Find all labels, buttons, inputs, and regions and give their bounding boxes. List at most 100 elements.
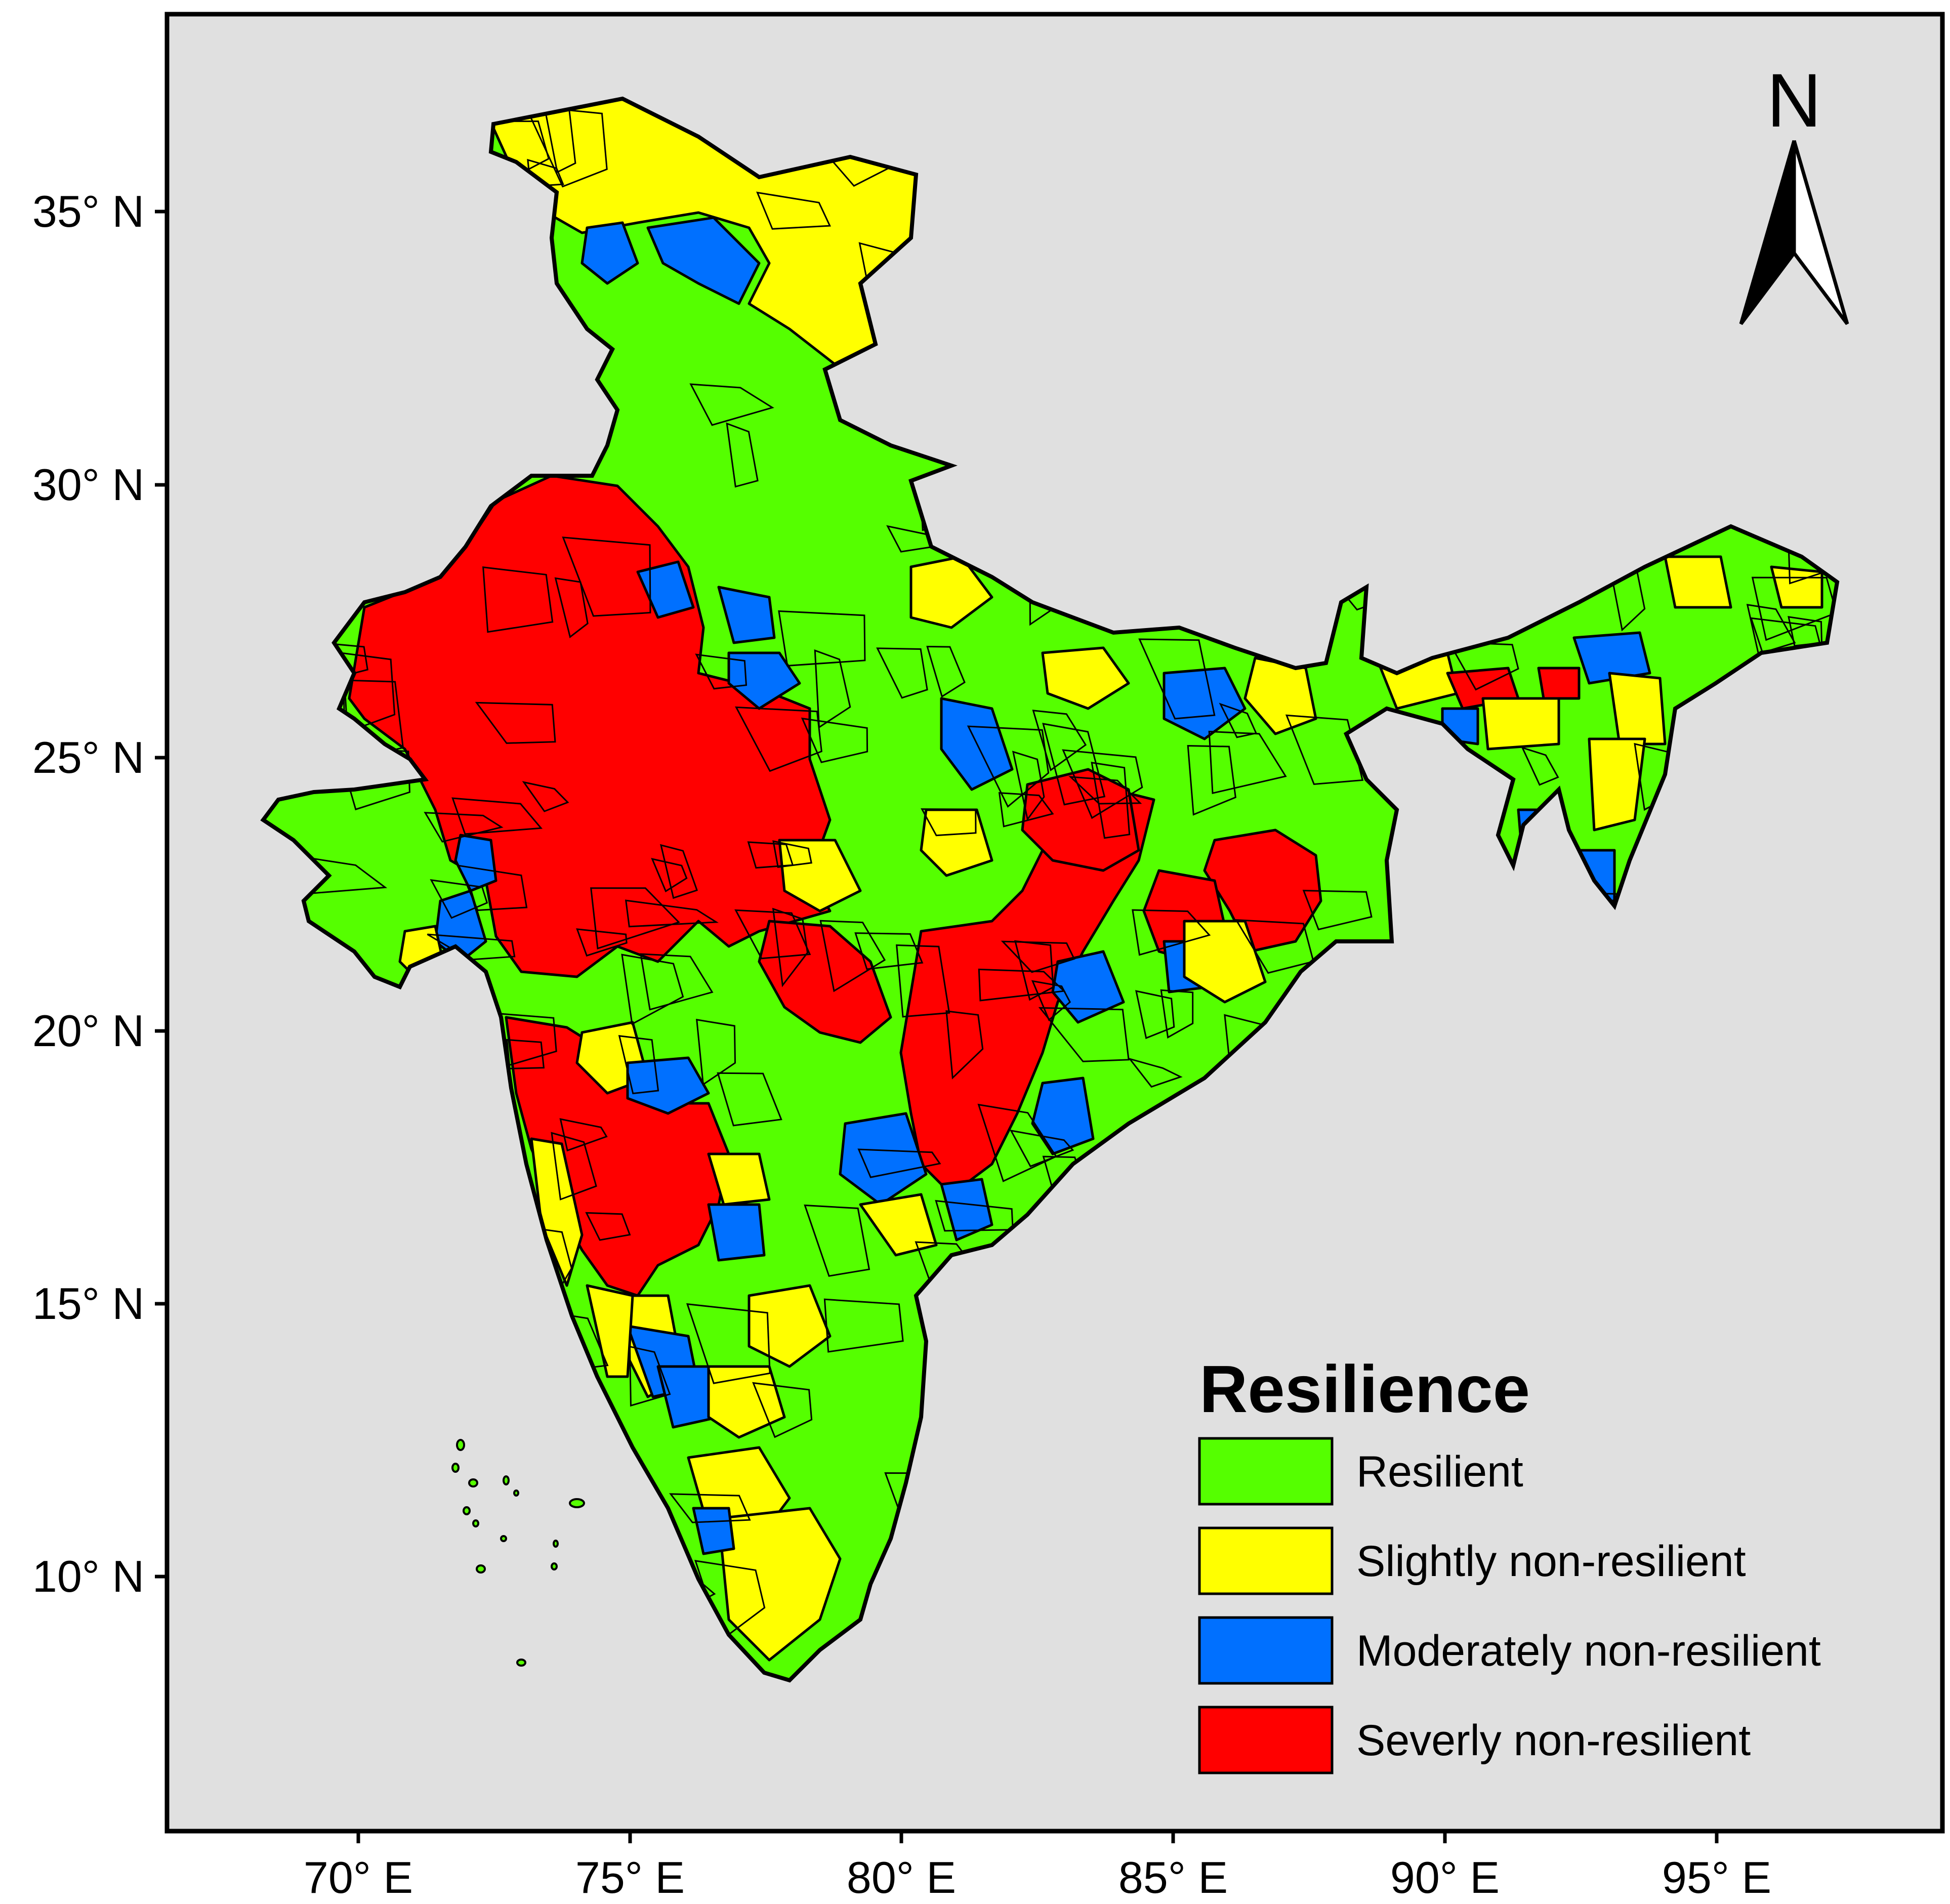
district-boundary: [1068, 776, 1142, 805]
district-boundary: [430, 879, 488, 919]
legend-label: Resilient: [1356, 1447, 1523, 1496]
district-boundary: [689, 383, 774, 426]
legend-title: Resilience: [1199, 1352, 1530, 1426]
region-slightly-non-resilient: [707, 1152, 771, 1206]
district-boundary: [424, 812, 504, 843]
region-moderately-non-resilient: [839, 1112, 928, 1206]
x-tick-label: 95° E: [1662, 1852, 1771, 1902]
north-arrow: N: [1739, 58, 1849, 325]
latitude-axis: 35° N 30° N 25° N 20° N 15° N 10° N: [32, 186, 167, 1601]
district-boundary: [814, 649, 851, 729]
district-boundary: [695, 653, 748, 690]
legend-label: Slightly non-resilient: [1356, 1537, 1746, 1586]
district-boundary: [819, 920, 886, 992]
y-tick-label: 20° N: [32, 1006, 144, 1056]
district-boundary: [717, 1072, 782, 1127]
legend-swatch: [1198, 1437, 1334, 1506]
region-slightly-non-resilient: [1770, 565, 1823, 609]
district-boundary: [590, 887, 680, 949]
district-boundary: [1042, 723, 1106, 806]
region-slightly-non-resilient: [859, 1193, 938, 1257]
legend: Resilience Resilient Slightly non-resilie…: [1198, 1352, 1821, 1774]
district-boundary: [1302, 890, 1373, 931]
north-letter: N: [1767, 58, 1821, 143]
district-boundary: [576, 928, 628, 957]
region-slightly-non-resilient: [1481, 697, 1560, 751]
legend-swatch: [1198, 1616, 1334, 1685]
district-boundary: [629, 1345, 671, 1407]
district-boundary: [451, 797, 543, 835]
district-boundary: [659, 844, 698, 899]
region-moderately-non-resilient: [717, 586, 776, 644]
region-moderately-non-resilient: [727, 651, 801, 710]
region-moderately-non-resilient: [1163, 667, 1247, 740]
district-boundary: [967, 725, 1050, 808]
legend-swatch: [1198, 1706, 1334, 1774]
region-moderately-non-resilient: [626, 1056, 710, 1115]
x-tick-label: 70° E: [304, 1852, 413, 1902]
district-boundary: [686, 1303, 771, 1384]
district-boundary: [801, 717, 868, 763]
district-boundary: [1062, 749, 1143, 819]
legend-swatch: [1198, 1526, 1334, 1595]
district-boundary: [554, 577, 589, 639]
district-boundary: [876, 647, 928, 699]
region-slightly-non-resilient: [778, 839, 862, 913]
district-boundary: [1521, 747, 1559, 786]
x-tick-label: 75° E: [575, 1852, 685, 1902]
region-slightly-non-resilient: [1588, 737, 1646, 832]
x-tick-label: 90° E: [1390, 1852, 1500, 1902]
region-slightly-non-resilient: [1664, 555, 1732, 609]
y-tick-label: 25° N: [32, 732, 144, 782]
region-slightly-non-resilient: [1608, 672, 1667, 746]
region-severly-non-resilient: [1537, 667, 1581, 700]
region-moderately-non-resilient: [707, 1203, 766, 1262]
region-slightly-non-resilient: [586, 1284, 634, 1378]
district-boundary: [1160, 989, 1194, 1039]
district-boundary: [669, 1493, 751, 1523]
x-tick-label: 85° E: [1118, 1852, 1228, 1902]
lakshadweep-islands: [451, 1439, 585, 1667]
region-moderately-non-resilient: [1572, 631, 1651, 685]
district-boundary: [522, 781, 569, 812]
district-boundary: [618, 1035, 659, 1095]
y-tick-label: 30° N: [32, 460, 144, 510]
district-boundary: [1038, 1007, 1130, 1062]
district-boundary: [1031, 980, 1071, 1021]
region-severly-non-resilient: [758, 920, 892, 1044]
district-boundary: [524, 105, 608, 188]
north-arrow-icon: [1739, 140, 1849, 325]
district-boundary: [1128, 1057, 1183, 1088]
district-boundary: [621, 954, 684, 1025]
region-moderately-non-resilient: [1031, 1077, 1095, 1155]
district-boundary: [551, 1132, 597, 1201]
district-boundary: [945, 1010, 984, 1080]
district-boundary: [1001, 940, 1075, 973]
district-boundary: [726, 422, 759, 488]
district-boundary: [562, 536, 651, 617]
district-boundary: [926, 645, 966, 698]
district-boundary: [772, 907, 809, 987]
district-boundary: [772, 840, 813, 868]
district-boundary: [1138, 638, 1216, 720]
district-boundary: [625, 899, 719, 928]
longitude-axis: 70° E 75° E 80° E 85° E 90° E 95° E: [304, 1831, 1771, 1902]
district-boundary: [585, 1212, 631, 1241]
district-boundary: [857, 1148, 941, 1178]
region-moderately-non-resilient: [692, 1507, 735, 1555]
region-moderately-non-resilient: [940, 1178, 993, 1241]
district-boundary: [1746, 604, 1796, 655]
district-boundary: [1135, 990, 1175, 1040]
district-boundary: [651, 858, 688, 893]
district-boundary: [696, 1018, 736, 1086]
district-boundary: [804, 1204, 870, 1277]
legend-label: Severly non-resilient: [1356, 1716, 1751, 1765]
district-boundary: [640, 953, 714, 1011]
district-boundary: [342, 652, 396, 734]
region-moderately-non-resilient: [646, 216, 761, 305]
district-boundary: [752, 1382, 813, 1438]
district-boundary: [1012, 751, 1045, 821]
district-boundary: [735, 706, 822, 772]
region-moderately-non-resilient: [580, 221, 639, 285]
